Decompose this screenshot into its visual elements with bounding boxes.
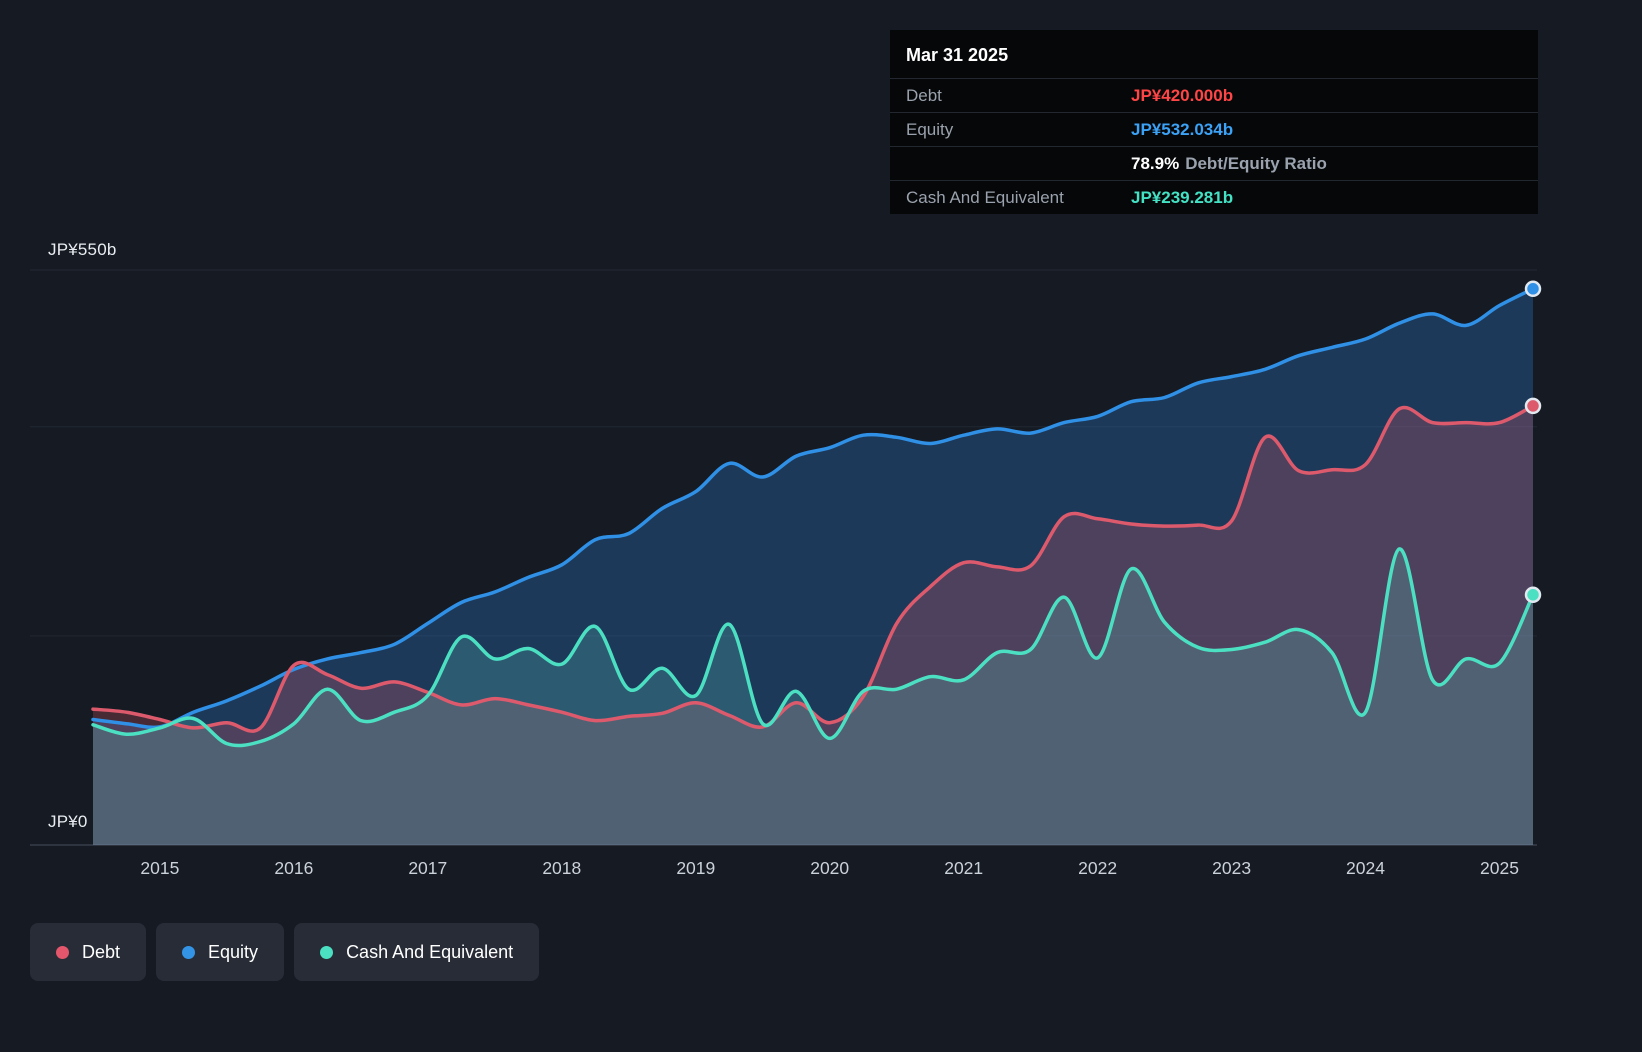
tooltip-ratio: 78.9% Debt/Equity Ratio [1131,154,1522,173]
x-tick-2018: 2018 [542,858,581,878]
tooltip-date: Mar 31 2025 [906,45,1009,65]
x-tick-2017: 2017 [408,858,447,878]
x-tick-2015: 2015 [140,858,179,878]
legend-label-cash: Cash And Equivalent [346,941,514,962]
line-debt [91,404,1535,733]
area-debt [93,405,1533,845]
tooltip-ratio-value: 78.9% [1131,154,1180,173]
end-dot-cash [1524,586,1542,604]
tooltip-debt-label: Debt [906,86,942,105]
legend-item-cash[interactable]: Cash And Equivalent [294,923,540,981]
x-tick-2020: 2020 [810,858,849,878]
tooltip-row-equity: Equity JP¥532.034b [890,112,1538,146]
legend: Debt Equity Cash And Equivalent [30,923,540,981]
legend-item-equity[interactable]: Equity [156,923,285,981]
tooltip-row-debt: Debt JP¥420.000b [890,78,1538,112]
cash-dot-icon [320,945,334,959]
x-tick-2019: 2019 [676,858,715,878]
area-equity [93,288,1533,845]
tooltip-cash-value: JP¥239.281b [1131,188,1234,207]
equity-dot-icon [182,945,196,959]
x-tick-2023: 2023 [1212,858,1251,878]
tooltip-row-cash: Cash And Equivalent JP¥239.281b [890,180,1538,214]
debt-dot-icon [56,945,69,959]
tooltip: Mar 31 2025 Debt JP¥420.000b Equity JP¥5… [890,30,1538,214]
tooltip-ratio-label: Debt/Equity Ratio [1185,154,1327,173]
tooltip-equity-label: Equity [906,120,954,139]
line-cash [91,547,1535,748]
x-tick-2025: 2025 [1480,858,1519,878]
tooltip-equity-value: JP¥532.034b [1131,120,1234,139]
x-tick-2024: 2024 [1346,858,1385,878]
tooltip-debt-value: JP¥420.000b [1131,86,1234,105]
end-dot-debt [1524,397,1542,415]
x-tick-2022: 2022 [1078,858,1117,878]
area-cash [93,548,1533,845]
line-equity [91,287,1535,730]
tooltip-row-ratio: 78.9% Debt/Equity Ratio [890,146,1538,180]
chart-svg[interactable]: 2015 2016 2017 2018 2019 2020 2021 2022 2023 2024… [30,260,1542,900]
x-tick-2021: 2021 [944,858,983,878]
legend-label-equity: Equity [208,941,259,962]
x-tick-2016: 2016 [274,858,313,878]
y-axis-label-zero: JP¥0 [48,812,88,831]
tooltip-cash-label: Cash And Equivalent [906,188,1064,207]
legend-label-debt: Debt [82,941,121,962]
end-dot-equity [1524,280,1542,298]
chart-area[interactable]: 2015 2016 2017 2018 2019 2020 2021 2022 2023 2024… [30,260,1542,900]
y-axis-label-max: JP¥550b [48,240,117,259]
legend-item-debt[interactable]: Debt [30,923,147,981]
